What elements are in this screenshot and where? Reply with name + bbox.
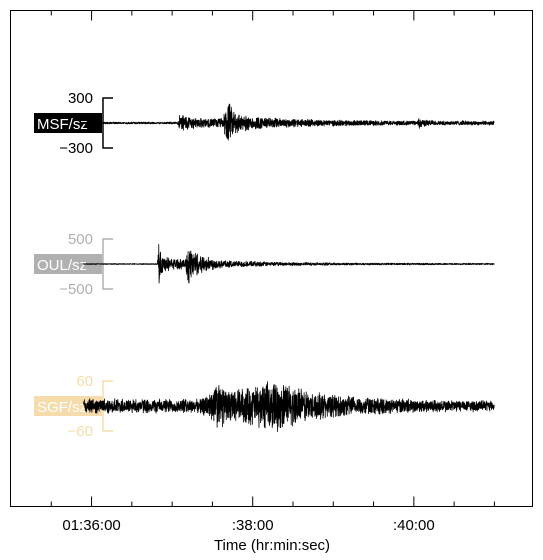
plot-frame [10, 10, 533, 507]
station-label-box [34, 396, 102, 416]
x-axis-label: Time (hr:min:sec) [214, 537, 330, 554]
seismogram-traces: 300 −300 MSF/sz 500 −500 OUL/sz 60 −60 SGF/sz [34, 90, 495, 440]
x-axis: 01:36:00 :38:00 :40:00 [50, 10, 495, 534]
scale-top-label: 60 [76, 373, 93, 390]
waveform-OUL-sz [83, 244, 495, 284]
waveform-SGF-sz [83, 381, 495, 433]
scale-bottom-label: −60 [68, 423, 93, 440]
station-label: OUL/sz [37, 257, 87, 274]
x-tick-label: 01:36:00 [62, 517, 120, 534]
trace-group-MSF-sz: 300 −300 MSF/sz [34, 90, 495, 157]
x-tick-label: :38:00 [232, 517, 274, 534]
station-label: SGF/sz [37, 399, 87, 416]
x-tick-label: :40:00 [393, 517, 435, 534]
scale-top-label: 300 [68, 90, 93, 107]
scale-bottom-label: −500 [59, 281, 93, 298]
scale-bottom-label: −300 [59, 140, 93, 157]
trace-group-SGF-sz: 60 −60 SGF/sz [34, 373, 495, 440]
trace-group-OUL-sz: 500 −500 OUL/sz [34, 231, 495, 298]
station-label-box [34, 254, 102, 274]
scale-top-label: 500 [68, 231, 93, 248]
waveform-MSF-sz [83, 103, 495, 141]
station-label: MSF/sz [37, 116, 88, 133]
station-label-box [34, 113, 102, 133]
